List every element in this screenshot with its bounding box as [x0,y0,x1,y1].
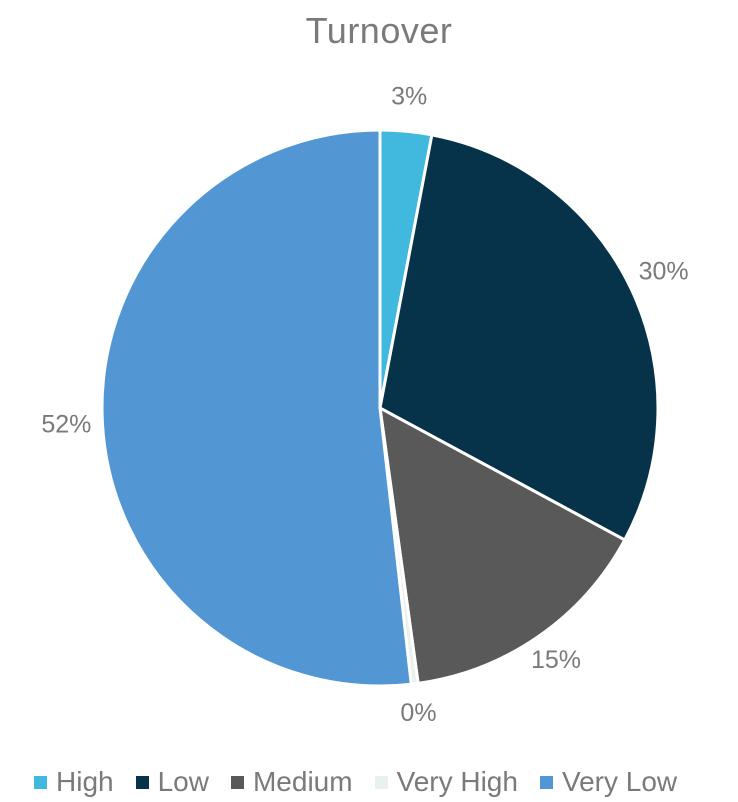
data-label-very-high: 0% [400,699,436,727]
legend-label: High [56,766,114,797]
pie-slice-very-low [100,128,413,688]
legend-swatch [230,775,244,789]
legend-item-very-high: Very High [374,766,518,798]
chart-title: Turnover [305,10,453,51]
legend-label: Very Low [561,766,678,797]
chart-legend: High Low Medium Very High Very Low [34,766,677,798]
legend-item-very-low: Very Low [539,766,678,798]
legend-swatch [374,775,388,789]
data-label-medium: 15% [531,646,581,674]
data-label-high: 3% [391,83,427,111]
pie-slice-medium [378,406,627,685]
legend-label: Very High [396,766,518,797]
legend-item-medium: Medium [230,766,353,798]
pie-chart: 3% 30% 15% 0% 52% [41,83,688,727]
pie-slices [100,128,660,688]
legend-item-high: High [34,766,114,798]
legend-swatch [135,775,149,789]
legend-item-low: Low [135,766,209,798]
legend-label: Low [157,766,209,797]
data-label-very-low: 52% [41,410,91,438]
pie-slice-low [378,133,660,542]
data-label-low: 30% [639,258,689,286]
legend-swatch [34,775,47,789]
legend-swatch [539,775,553,789]
pie-data-labels: 3% 30% 15% 0% 52% [41,83,688,727]
legend-label: Medium [252,766,353,797]
